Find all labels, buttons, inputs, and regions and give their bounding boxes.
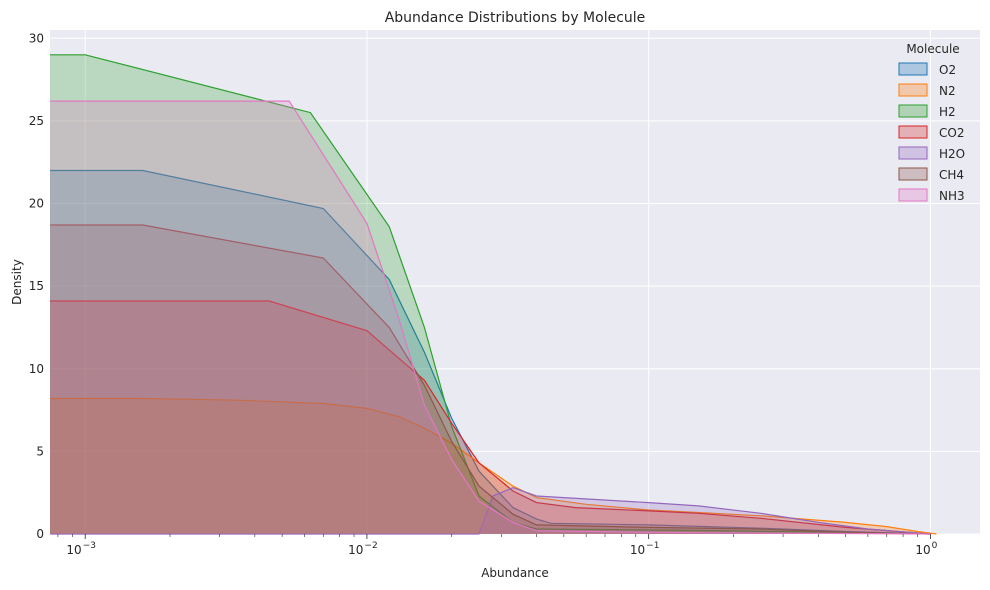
legend: Molecule O2 N2 H2 CO2 H2O CH4 NH3 [898, 42, 965, 203]
legend-swatch-o2 [898, 62, 928, 76]
y-axis-ticks: 0 5 10 15 20 25 30 [29, 31, 44, 541]
density-areas [50, 54, 937, 535]
legend-swatch-n2 [898, 83, 928, 97]
line-h2o [50, 487, 931, 535]
line-n2 [50, 397, 937, 535]
legend-swatch-co2 [898, 125, 928, 139]
chart-title: Abundance Distributions by Molecule [385, 10, 646, 26]
grid [50, 30, 980, 535]
area-co2 [50, 301, 931, 534]
legend-label-nh3: NH3 [939, 189, 965, 203]
line-nh3 [50, 100, 931, 535]
y-tick-label: 15 [29, 279, 44, 293]
area-ch4 [50, 225, 931, 534]
y-axis-label: Density [10, 259, 24, 305]
plot-area [50, 30, 980, 534]
x-axis-ticks: 10−3 10−2 10−1 100 [57, 534, 938, 557]
y-tick-label: 20 [29, 197, 44, 211]
x-tick-label: 100 [915, 541, 937, 557]
legend-label-ch4: CH4 [939, 168, 964, 182]
area-o2 [50, 170, 931, 534]
y-tick-label: 0 [36, 527, 44, 541]
area-h2 [50, 54, 931, 535]
legend-swatch-ch4 [898, 167, 928, 181]
line-ch4 [50, 224, 931, 535]
legend-label-h2o: H2O [939, 147, 965, 161]
x-tick-label: 10−1 [630, 541, 660, 557]
legend-title: Molecule [906, 42, 959, 56]
area-nh3 [50, 101, 931, 534]
area-h2o [50, 487, 931, 534]
y-tick-label: 30 [29, 31, 44, 45]
legend-swatch-nh3 [898, 188, 928, 202]
x-tick-label: 10−3 [66, 541, 96, 557]
legend-label-n2: N2 [939, 84, 956, 98]
x-axis-label: Abundance [481, 566, 549, 580]
area-n2 [50, 398, 937, 534]
legend-swatch-h2 [898, 104, 928, 118]
legend-label-o2: O2 [939, 63, 956, 77]
y-tick-label: 25 [29, 114, 44, 128]
line-h2 [50, 54, 931, 535]
legend-label-co2: CO2 [939, 126, 964, 140]
line-co2 [50, 300, 931, 535]
line-o2 [50, 169, 931, 535]
y-tick-label: 5 [36, 444, 44, 458]
x-tick-label: 10−2 [348, 541, 378, 557]
y-tick-label: 10 [29, 362, 44, 376]
legend-swatch-h2o [898, 146, 928, 160]
legend-label-h2: H2 [939, 105, 956, 119]
